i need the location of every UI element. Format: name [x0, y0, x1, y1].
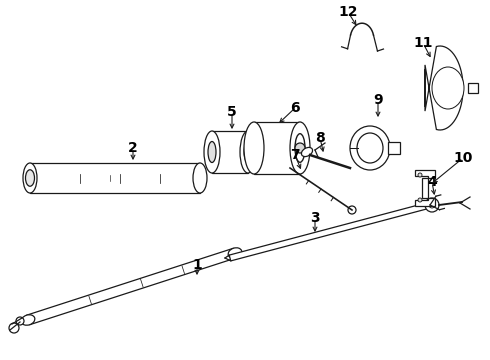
Ellipse shape: [244, 122, 264, 174]
Ellipse shape: [432, 67, 464, 109]
Ellipse shape: [193, 163, 207, 193]
Text: 3: 3: [310, 211, 320, 225]
Circle shape: [418, 198, 422, 202]
Polygon shape: [425, 46, 463, 130]
Polygon shape: [415, 170, 435, 206]
Text: 5: 5: [227, 105, 237, 119]
Ellipse shape: [21, 315, 35, 325]
Text: 2: 2: [128, 141, 138, 155]
Circle shape: [429, 202, 435, 208]
Text: 4: 4: [427, 175, 437, 189]
Ellipse shape: [23, 163, 37, 193]
Text: 10: 10: [453, 151, 473, 165]
Circle shape: [348, 206, 356, 214]
Polygon shape: [229, 202, 431, 261]
Bar: [388, 142, 400, 154]
Bar: [30, 163, 200, 193]
Circle shape: [16, 317, 24, 325]
Ellipse shape: [301, 147, 313, 157]
Ellipse shape: [204, 131, 220, 173]
Ellipse shape: [357, 133, 383, 163]
Ellipse shape: [228, 248, 242, 258]
Ellipse shape: [290, 122, 310, 174]
Bar: [254, 122, 300, 174]
Text: 1: 1: [192, 258, 202, 272]
Ellipse shape: [295, 134, 305, 162]
Text: 12: 12: [338, 5, 358, 19]
Ellipse shape: [244, 141, 252, 162]
Ellipse shape: [208, 141, 216, 162]
Bar: [468, 83, 478, 93]
Ellipse shape: [350, 126, 390, 170]
Text: 11: 11: [413, 36, 433, 50]
Polygon shape: [26, 248, 237, 325]
Text: 6: 6: [290, 101, 300, 115]
Text: 9: 9: [373, 93, 383, 107]
Text: 7: 7: [290, 148, 300, 162]
Circle shape: [9, 323, 19, 333]
Ellipse shape: [240, 131, 256, 173]
Ellipse shape: [25, 170, 34, 186]
Circle shape: [425, 198, 439, 212]
Circle shape: [418, 173, 422, 177]
Circle shape: [295, 143, 305, 153]
Text: 8: 8: [315, 131, 325, 145]
Bar: [212, 131, 248, 173]
